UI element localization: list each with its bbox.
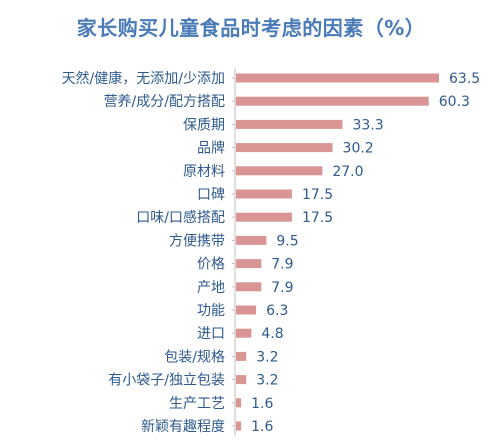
- value-label-2: 33.3: [352, 117, 383, 133]
- chart-title: 家长购买儿童食品时考虑的因素（%）: [76, 16, 426, 40]
- value-label-7: 9.5: [276, 233, 298, 249]
- bar-8: [236, 259, 262, 269]
- category-label-8: 价格: [197, 257, 225, 273]
- bar-3: [236, 143, 333, 153]
- category-label-7: 方便携带: [169, 233, 225, 249]
- value-label-9: 7.9: [271, 280, 293, 296]
- bar-13: [236, 375, 247, 385]
- bar-7: [236, 235, 267, 245]
- value-label-11: 4.8: [261, 326, 283, 342]
- category-label-11: 进口: [197, 326, 225, 342]
- value-label-6: 17.5: [302, 210, 333, 226]
- category-label-12: 包装/规格: [164, 349, 225, 365]
- value-label-5: 17.5: [302, 187, 333, 203]
- bar-15: [236, 421, 242, 431]
- value-label-4: 27.0: [332, 164, 363, 180]
- category-label-10: 功能: [197, 303, 225, 319]
- value-label-14: 1.6: [251, 396, 273, 412]
- bar-5: [236, 189, 292, 199]
- bars-layer: [236, 73, 439, 431]
- category-label-1: 营养/成分/配方搭配: [104, 94, 225, 110]
- bar-14: [236, 398, 242, 408]
- category-label-2: 保质期: [183, 117, 225, 133]
- value-label-3: 30.2: [343, 141, 374, 157]
- value-label-12: 3.2: [256, 349, 278, 365]
- category-labels: 天然/健康，无添加/少添加营养/成分/配方搭配保质期品牌原材料口碑口味/口感搭配…: [62, 70, 225, 435]
- bar-0: [236, 73, 439, 83]
- category-label-5: 口碑: [197, 187, 225, 203]
- value-labels: 63.560.333.330.227.017.517.59.57.97.96.3…: [251, 71, 480, 435]
- bar-12: [236, 351, 247, 361]
- category-label-13: 有小袋子/独立包装: [108, 373, 225, 389]
- value-label-15: 1.6: [251, 419, 273, 435]
- bar-9: [236, 282, 262, 292]
- bar-10: [236, 305, 257, 315]
- value-label-8: 7.9: [271, 257, 293, 273]
- value-label-0: 63.5: [449, 71, 480, 87]
- bar-1: [236, 96, 429, 106]
- axis-layer: [232, 68, 236, 436]
- bar-6: [236, 212, 292, 222]
- value-label-10: 6.3: [266, 303, 288, 319]
- category-label-9: 产地: [197, 280, 225, 296]
- category-label-15: 新颖有趣程度: [141, 419, 225, 435]
- bar-2: [236, 119, 343, 129]
- category-label-14: 生产工艺: [169, 396, 225, 412]
- category-label-4: 原材料: [183, 164, 225, 180]
- category-label-6: 口味/口感搭配: [136, 209, 225, 226]
- bar-11: [236, 328, 252, 338]
- value-label-13: 3.2: [256, 373, 278, 389]
- category-label-3: 品牌: [197, 140, 225, 157]
- bar-4: [236, 166, 323, 176]
- category-label-0: 天然/健康，无添加/少添加: [62, 70, 225, 87]
- value-label-1: 60.3: [439, 94, 470, 110]
